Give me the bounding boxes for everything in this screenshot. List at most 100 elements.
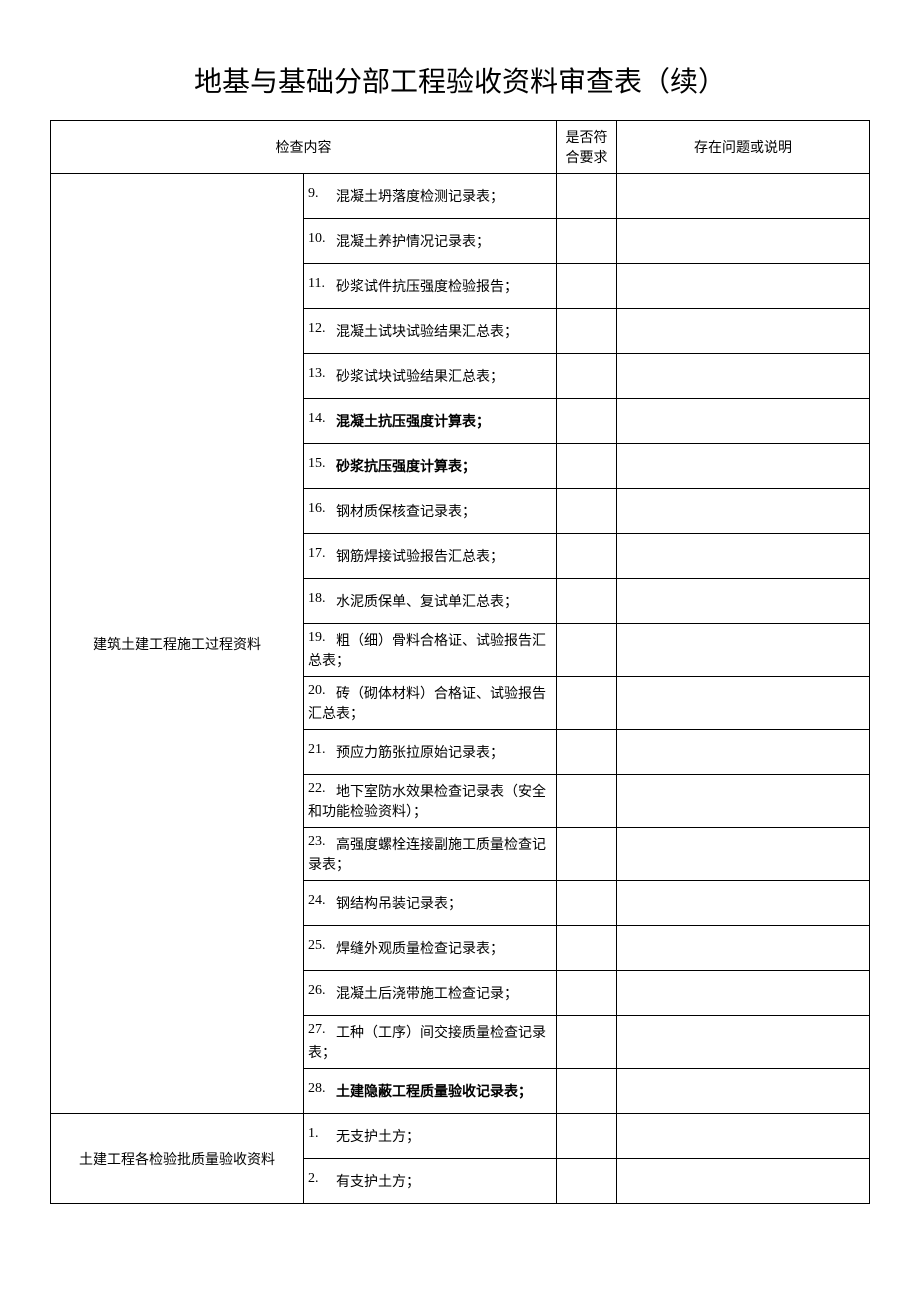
conform-cell [557, 624, 617, 677]
item-num: 24. [308, 893, 336, 909]
item-text: 工种（工序）间交接质量检查记录表； [308, 1026, 546, 1061]
item-text: 钢材质保核查记录表； [336, 505, 476, 520]
item-num: 22. [308, 781, 336, 797]
conform-cell [557, 971, 617, 1016]
conform-cell [557, 309, 617, 354]
notes-cell [617, 971, 870, 1016]
conform-cell [557, 775, 617, 828]
item-cell: 13.砂浆试块试验结果汇总表； [304, 354, 557, 399]
item-text: 混凝土试块试验结果汇总表； [336, 325, 518, 340]
conform-cell [557, 444, 617, 489]
item-num: 13. [308, 366, 336, 382]
notes-cell [617, 219, 870, 264]
item-num: 16. [308, 501, 336, 517]
conform-cell [557, 828, 617, 881]
item-text: 高强度螺栓连接副施工质量检查记录表； [308, 838, 546, 873]
item-cell: 22.地下室防水效果检查记录表（安全和功能检验资料）； [304, 775, 557, 828]
notes-cell [617, 1069, 870, 1114]
conform-cell [557, 354, 617, 399]
item-num: 19. [308, 630, 336, 646]
notes-cell [617, 354, 870, 399]
table-row: 建筑土建工程施工过程资料 9.混凝土坍落度检测记录表； [51, 174, 870, 219]
notes-cell [617, 1016, 870, 1069]
notes-cell [617, 677, 870, 730]
category-cell-1: 建筑土建工程施工过程资料 [51, 174, 304, 1114]
item-num: 10. [308, 231, 336, 247]
notes-cell [617, 534, 870, 579]
notes-cell [617, 579, 870, 624]
item-text: 粗（细）骨料合格证、试验报告汇总表； [308, 634, 546, 669]
item-cell: 15.砂浆抗压强度计算表； [304, 444, 557, 489]
page-title: 地基与基础分部工程验收资料审查表（续） [50, 60, 870, 100]
item-num: 11. [308, 276, 336, 292]
item-cell: 10.混凝土养护情况记录表； [304, 219, 557, 264]
conform-cell [557, 219, 617, 264]
table-header-row: 检查内容 是否符合要求 存在问题或说明 [51, 121, 870, 174]
item-text: 焊缝外观质量检查记录表； [336, 942, 504, 957]
conform-cell [557, 677, 617, 730]
item-num: 28. [308, 1081, 336, 1097]
notes-cell [617, 1114, 870, 1159]
table-row: 土建工程各检验批质量验收资料 1.无支护土方； [51, 1114, 870, 1159]
header-content: 检查内容 [51, 121, 557, 174]
item-num: 25. [308, 938, 336, 954]
notes-cell [617, 264, 870, 309]
notes-cell [617, 174, 870, 219]
item-cell: 23.高强度螺栓连接副施工质量检查记录表； [304, 828, 557, 881]
conform-cell [557, 1016, 617, 1069]
item-cell: 26.混凝土后浇带施工检查记录； [304, 971, 557, 1016]
item-cell: 18.水泥质保单、复试单汇总表； [304, 579, 557, 624]
item-text: 砂浆抗压强度计算表； [336, 460, 476, 475]
conform-cell [557, 489, 617, 534]
conform-cell [557, 1114, 617, 1159]
item-num: 12. [308, 321, 336, 337]
item-num: 23. [308, 834, 336, 850]
item-cell: 20.砖（砌体材料）合格证、试验报告汇总表； [304, 677, 557, 730]
item-num: 20. [308, 683, 336, 699]
item-text: 砂浆试块试验结果汇总表； [336, 370, 504, 385]
notes-cell [617, 881, 870, 926]
notes-cell [617, 309, 870, 354]
item-num: 26. [308, 983, 336, 999]
item-num: 14. [308, 411, 336, 427]
category-cell-2: 土建工程各检验批质量验收资料 [51, 1114, 304, 1204]
item-cell: 2.有支护土方； [304, 1159, 557, 1204]
item-cell: 14.混凝土抗压强度计算表； [304, 399, 557, 444]
conform-cell [557, 579, 617, 624]
item-text: 钢筋焊接试验报告汇总表； [336, 550, 504, 565]
notes-cell [617, 399, 870, 444]
item-text: 混凝土养护情况记录表； [336, 235, 490, 250]
notes-cell [617, 1159, 870, 1204]
item-cell: 19.粗（细）骨料合格证、试验报告汇总表； [304, 624, 557, 677]
item-cell: 25.焊缝外观质量检查记录表； [304, 926, 557, 971]
conform-cell [557, 730, 617, 775]
item-text: 混凝土后浇带施工检查记录； [336, 987, 518, 1002]
item-text: 砂浆试件抗压强度检验报告； [336, 280, 518, 295]
notes-cell [617, 828, 870, 881]
notes-cell [617, 926, 870, 971]
item-text: 水泥质保单、复试单汇总表； [336, 595, 518, 610]
item-cell: 21.预应力筋张拉原始记录表； [304, 730, 557, 775]
item-num: 2. [308, 1171, 336, 1187]
item-num: 21. [308, 742, 336, 758]
conform-cell [557, 534, 617, 579]
item-num: 18. [308, 591, 336, 607]
notes-cell [617, 624, 870, 677]
conform-cell [557, 881, 617, 926]
item-cell: 24.钢结构吊装记录表； [304, 881, 557, 926]
conform-cell [557, 399, 617, 444]
item-num: 1. [308, 1126, 336, 1142]
conform-cell [557, 174, 617, 219]
item-cell: 27.工种（工序）间交接质量检查记录表； [304, 1016, 557, 1069]
item-text: 土建隐蔽工程质量验收记录表； [336, 1085, 532, 1100]
item-text: 无支护土方； [336, 1130, 420, 1145]
inspection-table: 检查内容 是否符合要求 存在问题或说明 建筑土建工程施工过程资料 9.混凝土坍落… [50, 120, 870, 1204]
item-cell: 17.钢筋焊接试验报告汇总表； [304, 534, 557, 579]
item-cell: 12.混凝土试块试验结果汇总表； [304, 309, 557, 354]
item-num: 27. [308, 1022, 336, 1038]
item-text: 钢结构吊装记录表； [336, 897, 462, 912]
item-text: 地下室防水效果检查记录表（安全和功能检验资料）； [308, 785, 546, 820]
item-text: 预应力筋张拉原始记录表； [336, 746, 504, 761]
notes-cell [617, 444, 870, 489]
item-num: 9. [308, 186, 336, 202]
